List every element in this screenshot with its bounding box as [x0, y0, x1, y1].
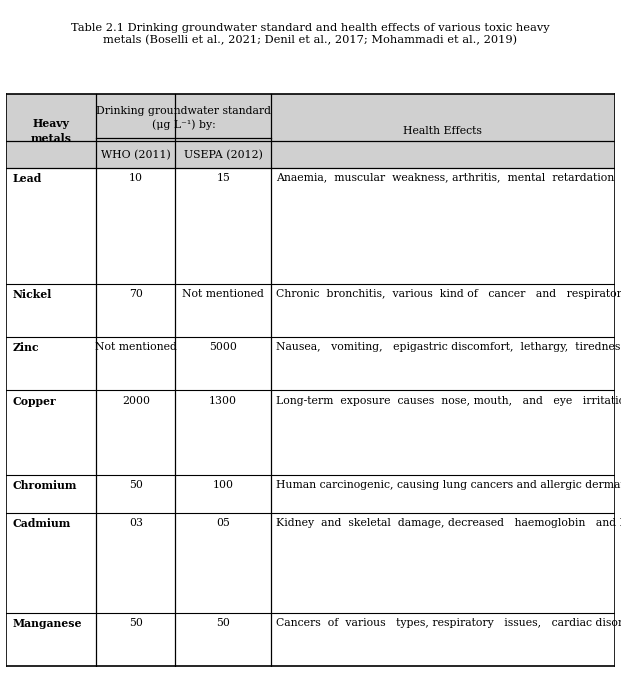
Text: Manganese: Manganese: [12, 618, 82, 629]
Text: Not mentioned: Not mentioned: [182, 289, 264, 299]
Text: Zinc: Zinc: [12, 342, 39, 353]
Text: 1300: 1300: [209, 396, 237, 406]
Text: Health Effects: Health Effects: [404, 126, 483, 136]
Text: USEPA (2012): USEPA (2012): [184, 150, 263, 160]
Text: 70: 70: [129, 289, 143, 299]
Text: 50: 50: [129, 618, 143, 628]
Text: 50: 50: [216, 618, 230, 628]
Text: Not mentioned: Not mentioned: [95, 342, 177, 353]
Text: Human carcinogenic, causing lung cancers and allergic dermatitis: Human carcinogenic, causing lung cancers…: [276, 480, 621, 490]
Text: Lead: Lead: [12, 173, 42, 184]
Text: Nausea,   vomiting,   epigastric discomfort,  lethargy,  tiredness, and agitatio: Nausea, vomiting, epigastric discomfort,…: [276, 342, 621, 353]
Text: Copper: Copper: [12, 396, 56, 406]
Text: Cadmium: Cadmium: [12, 518, 71, 529]
Text: metals (Boselli et al., 2021; Denil et al., 2017; Mohammadi et al., 2019): metals (Boselli et al., 2021; Denil et a…: [104, 34, 517, 45]
Text: Kidney  and  skeletal  damage, decreased   haemoglobin   and haematocrit   level: Kidney and skeletal damage, decreased ha…: [276, 518, 621, 528]
Text: 05: 05: [216, 518, 230, 528]
Text: WHO (2011): WHO (2011): [101, 150, 171, 160]
Text: Heavy
metals: Heavy metals: [31, 118, 72, 144]
Text: Cancers  of  various   types, respiratory   issues,   cardiac disorders,  and  b: Cancers of various types, respiratory is…: [276, 618, 621, 628]
Text: Nickel: Nickel: [12, 289, 52, 300]
Text: Anaemia,  muscular  weakness, arthritis,  mental  retardation  or autism,  birth: Anaemia, muscular weakness, arthritis, m…: [276, 173, 621, 183]
Text: 5000: 5000: [209, 342, 237, 353]
Text: 100: 100: [212, 480, 233, 490]
Text: Table 2.1 Drinking groundwater standard and health effects of various toxic heav: Table 2.1 Drinking groundwater standard …: [71, 23, 550, 33]
Text: Chromium: Chromium: [12, 480, 76, 491]
Text: 10: 10: [129, 173, 143, 183]
Text: Drinking groundwater standard
(μg L⁻¹) by:: Drinking groundwater standard (μg L⁻¹) b…: [96, 106, 271, 129]
Text: Long-term  exposure  causes  nose, mouth,   and   eye   irritation, headaches,  : Long-term exposure causes nose, mouth, a…: [276, 396, 621, 406]
Bar: [6, 94, 615, 168]
Text: Chronic  bronchitis,  various  kind of   cancer   and   respiratory problems, bi: Chronic bronchitis, various kind of canc…: [276, 289, 621, 299]
Text: 03: 03: [129, 518, 143, 528]
Text: 50: 50: [129, 480, 143, 490]
Text: 15: 15: [216, 173, 230, 183]
Text: 2000: 2000: [122, 396, 150, 406]
